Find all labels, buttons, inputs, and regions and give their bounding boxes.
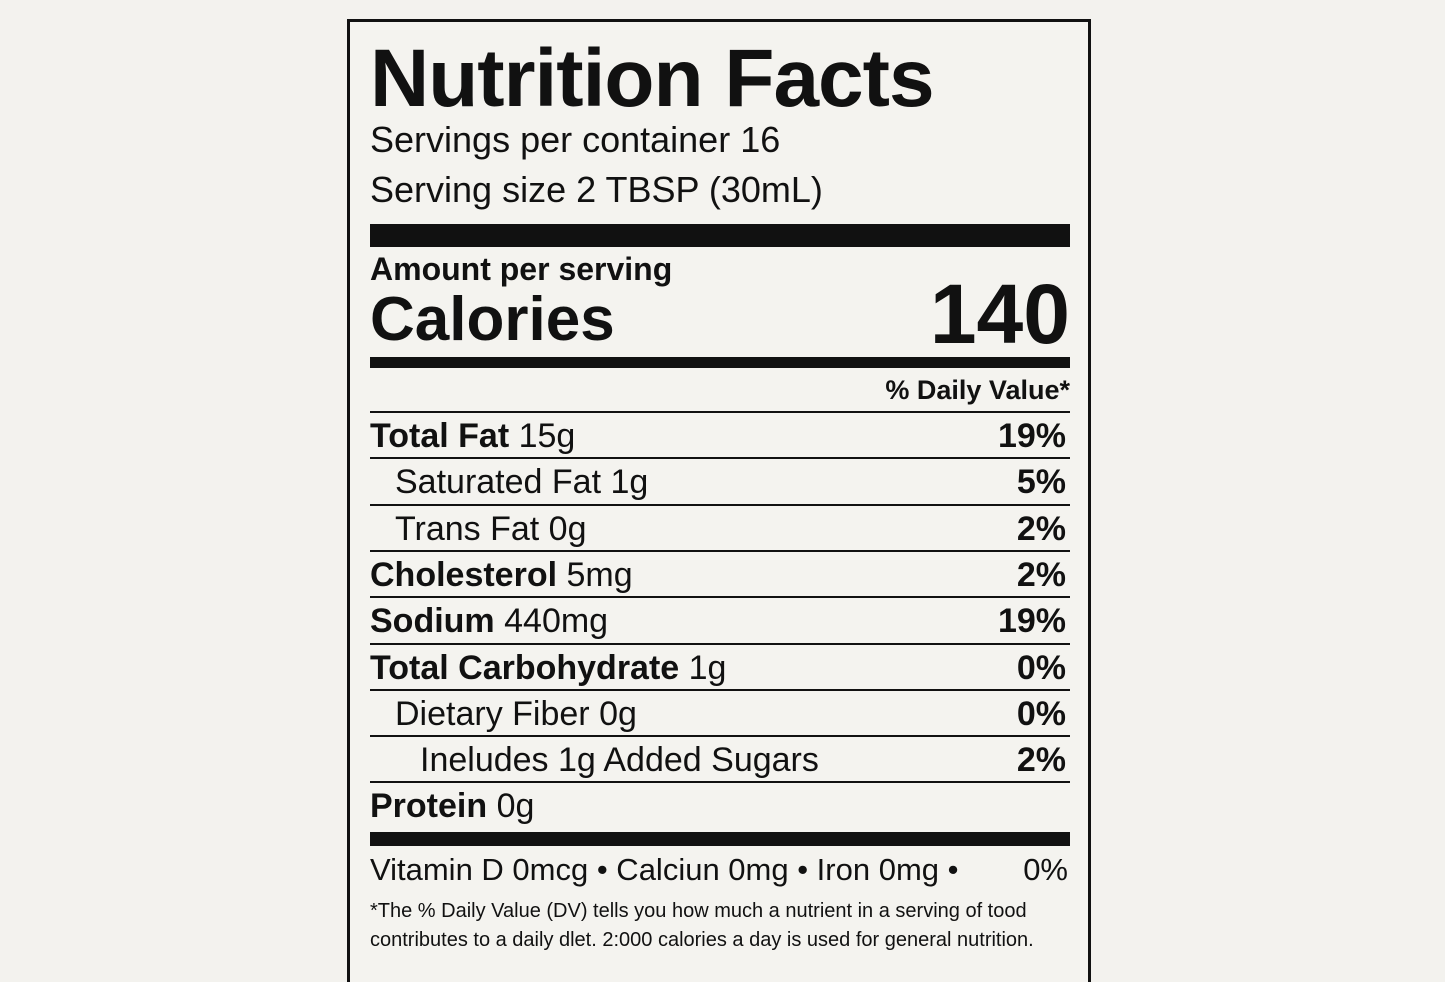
daily-value-header: % Daily Value* (885, 375, 1070, 405)
vitamins-text: Vitamin D 0mcg • Calciun 0mg • Iron 0mg … (370, 852, 959, 887)
footnote-line-1: *The % Daily Value (DV) tells you how mu… (370, 900, 1027, 922)
nutrient-label: Cholesterol (370, 555, 558, 594)
nutrient-name: Ineludes 1g Added Sugars (420, 737, 819, 783)
vitamins-row: Vitamin D 0mcg • Calciun 0mg • Iron 0mg … (370, 852, 1068, 888)
nutrient-row: Ineludes 1g Added Sugars 2% (370, 735, 1070, 783)
calories-label: Calories (370, 285, 615, 354)
nutrient-dv: 2% (1016, 555, 1066, 594)
nutrient-label: Protein (370, 787, 488, 826)
nutrient-amount: 0g (599, 694, 637, 733)
nutrient-label: Saturated Fat (395, 463, 602, 502)
nutrient-label: Trans Fat (395, 509, 540, 548)
nutrient-row: Saturated Fat 1g 5% (370, 457, 1070, 505)
nutrient-dv: 19% (997, 602, 1066, 641)
nutrient-amount: 440mg (504, 602, 609, 641)
nutrient-amount: 1g (688, 648, 727, 687)
nutrient-dv: 5% (1016, 463, 1066, 502)
servings-per-container: Servings per container 16 (370, 119, 781, 160)
nutrient-name: Trans Fat 0g (395, 506, 587, 552)
calories-value: 140 (929, 267, 1070, 361)
nutrient-dv: 2% (1016, 509, 1066, 548)
nutrient-amount: 1g (610, 463, 649, 502)
nutrient-name: Cholesterol 5mg (370, 552, 633, 598)
thick-divider (370, 224, 1070, 247)
nutrient-name: Sodium 440mg (370, 598, 608, 644)
nutrient-row: Protein 0g (370, 781, 1070, 829)
nutrient-name: Saturated Fat 1g (395, 459, 648, 505)
nutrient-label: Total Fat (370, 417, 510, 455)
nutrient-name: Total Fat 15g (370, 413, 575, 459)
medium-divider (370, 357, 1070, 368)
nutrient-name: Dietary Fiber 0g (395, 691, 637, 737)
nutrient-name: Total Carbohydrate 1g (370, 645, 726, 691)
nutrient-name: Protein 0g (370, 783, 534, 829)
serving-size: Serving size 2 TBSP (30mL) (370, 169, 823, 210)
nutrient-dv: 2% (1016, 741, 1066, 780)
nutrient-dv: 0% (1016, 648, 1066, 687)
nutrient-dv: 19% (997, 417, 1066, 455)
vitamins-dv: 0% (1023, 852, 1068, 887)
nutrient-amount: 0g (548, 509, 587, 548)
nutrient-label: Sodium (370, 602, 495, 641)
nutrient-amount: 5mg (566, 555, 633, 594)
nutrient-label: Dietary Fiber (395, 694, 590, 733)
nutrient-dv: 0% (1016, 694, 1066, 733)
thick-divider-bottom (370, 832, 1070, 846)
label-title: Nutrition Facts (370, 33, 935, 124)
nutrient-label: Total Carbohydrate (370, 648, 680, 687)
nutrient-amount: 15g (518, 417, 576, 455)
nutrient-row: Total Carbohydrate 1g 0% (370, 642, 1070, 691)
nutrient-row: Sodium 440mg 19% (370, 596, 1070, 644)
nutrient-row: Cholesterol 5mg 2% (370, 549, 1070, 598)
nutrient-row: Total Fat 15g 19% (370, 411, 1070, 459)
nutrient-amount: 0g (496, 787, 535, 826)
amount-per-serving: Amount per serving (370, 251, 673, 287)
nutrient-label: Ineludes 1g Added Sugars (420, 741, 819, 780)
nutrient-row: Trans Fat 0g 2% (370, 503, 1070, 552)
footnote-line-2: contributes to a daily dlet. 2:000 calor… (370, 929, 1034, 951)
nutrition-label: Nutrition Facts Servings per container 1… (347, 19, 1091, 982)
nutrient-row: Dietary Fiber 0g 0% (370, 688, 1070, 737)
